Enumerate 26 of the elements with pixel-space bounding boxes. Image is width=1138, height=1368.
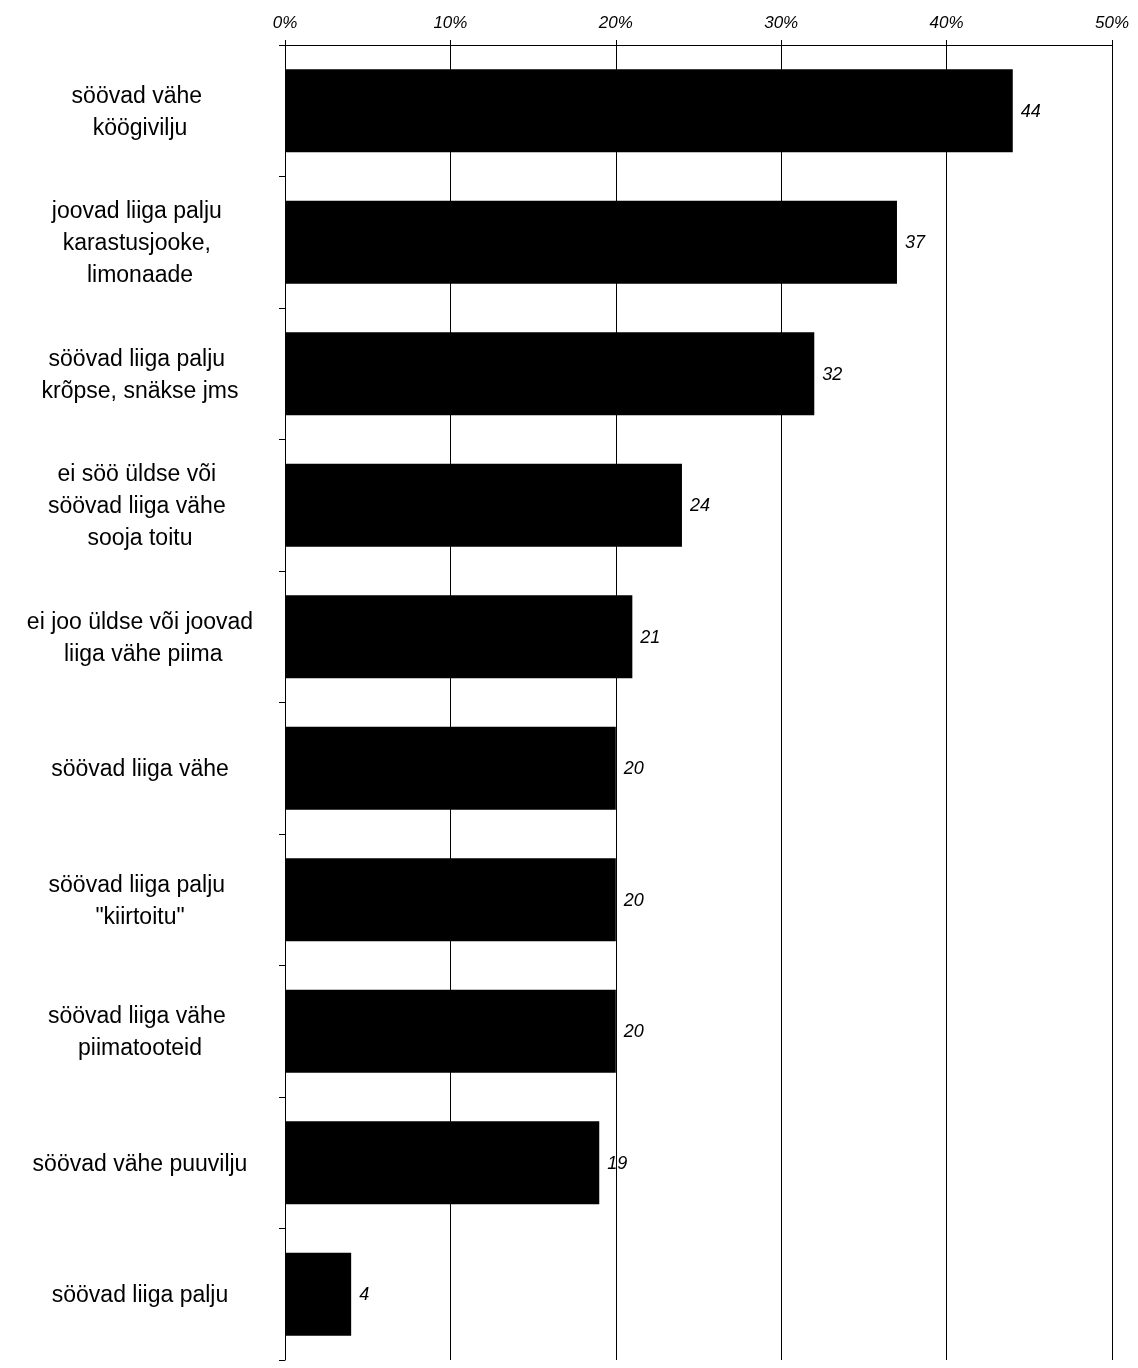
y-tick-label: söövad liiga palju: [51, 1281, 229, 1308]
y-tick-label: joovad liiga palju karastusjooke, limonaade: [50, 197, 229, 288]
x-tick-label: 50%: [1094, 13, 1130, 32]
y-tick-label: söövad vähe puuvilju: [32, 1149, 248, 1176]
data-label: 32: [822, 363, 843, 384]
y-tick-label: ei söö üldse või söövad liiga vähe sooja toitu: [47, 460, 233, 551]
y-tick-label: söövad liiga palju krõpse, snäkse jms: [41, 344, 239, 403]
x-tick-label: 0%: [272, 13, 298, 32]
data-label: 20: [622, 758, 644, 779]
bar: [285, 1252, 352, 1336]
y-tick-label: söövad liiga vähe: [51, 755, 229, 782]
y-tick-label: söövad liiga vähe piimatooteid: [47, 1002, 233, 1061]
data-label: 20: [622, 1021, 644, 1042]
y-tick-label: söövad vähe köögivilju: [71, 81, 209, 140]
x-tick-label: 30%: [764, 13, 799, 32]
x-tick-label: 10%: [433, 13, 468, 32]
x-tick-label: 40%: [929, 13, 964, 32]
data-label: 24: [688, 495, 710, 516]
y-tick-label: ei joo üldse või joovad liiga vähe piima: [26, 607, 254, 666]
data-label: 4: [359, 1284, 370, 1305]
y-tick-label: söövad liiga palju "kiirtoitu": [48, 870, 232, 929]
data-label: 44: [1020, 100, 1041, 121]
data-label: 20: [622, 889, 644, 910]
x-tick-label: 20%: [597, 13, 633, 32]
data-label: 37: [904, 232, 926, 253]
data-label: 21: [639, 626, 661, 647]
